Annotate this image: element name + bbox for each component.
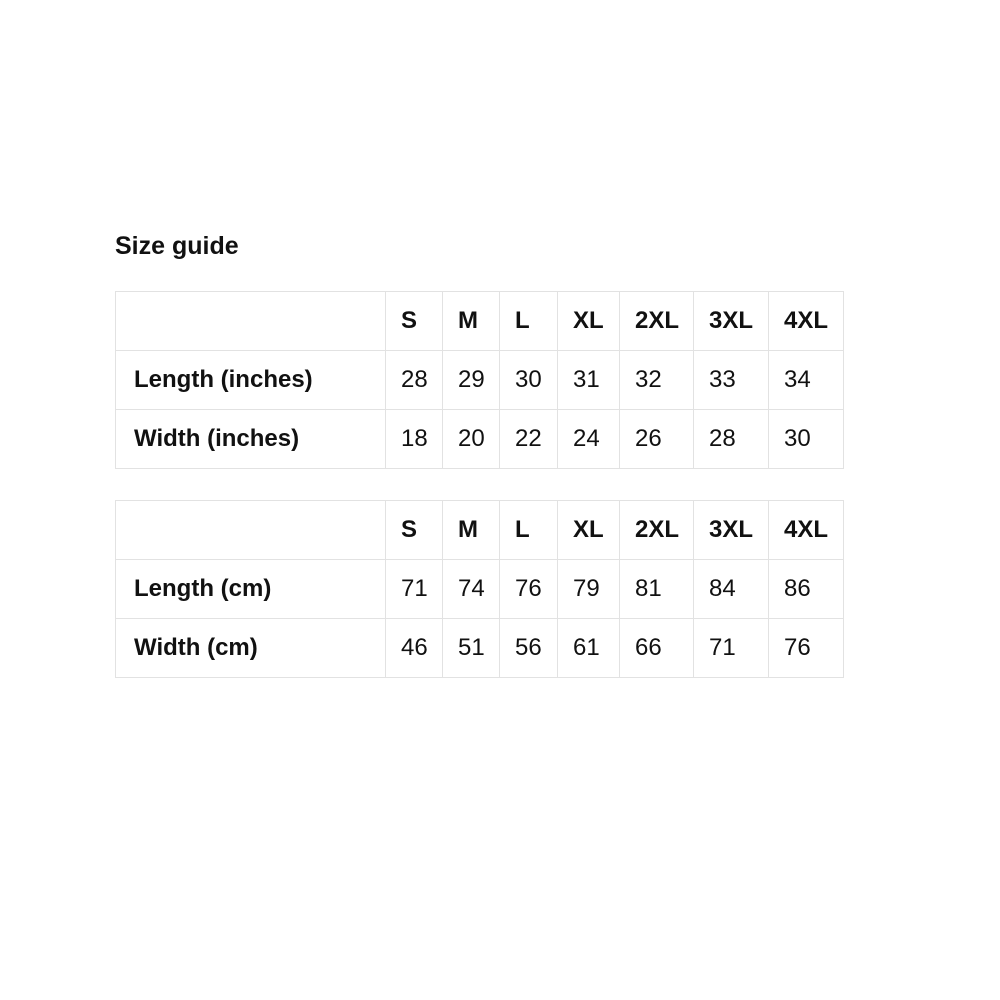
column-header-3xl: 3XL: [693, 291, 769, 351]
column-header-m: M: [442, 500, 500, 560]
size-value-cell: 86: [768, 559, 844, 619]
size-value-cell: 46: [385, 618, 443, 678]
size-value-cell: 76: [499, 559, 558, 619]
column-header-l: L: [499, 500, 558, 560]
table-row: Length (cm) 71 74 76 79 81 84 86: [115, 559, 844, 619]
page-title: Size guide: [115, 232, 239, 260]
size-value-cell: 31: [557, 350, 620, 410]
size-value-cell: 30: [768, 409, 844, 469]
size-value-cell: 20: [442, 409, 500, 469]
column-header-2xl: 2XL: [619, 500, 694, 560]
size-value-cell: 28: [385, 350, 443, 410]
size-guide-section: Size guide S M L XL 2XL 3XL 4XL Length (…: [115, 231, 844, 709]
size-value-cell: 29: [442, 350, 500, 410]
size-value-cell: 18: [385, 409, 443, 469]
size-value-cell: 71: [385, 559, 443, 619]
table-header-row: S M L XL 2XL 3XL 4XL: [115, 500, 844, 560]
empty-header-cell: [115, 500, 386, 560]
size-table-inches: S M L XL 2XL 3XL 4XL Length (inches) 28 …: [115, 291, 844, 469]
size-value-cell: 22: [499, 409, 558, 469]
row-label-length-inches: Length (inches): [115, 350, 386, 410]
size-value-cell: 56: [499, 618, 558, 678]
size-value-cell: 33: [693, 350, 769, 410]
size-value-cell: 51: [442, 618, 500, 678]
table-row: Length (inches) 28 29 30 31 32 33 34: [115, 350, 844, 410]
size-value-cell: 74: [442, 559, 500, 619]
column-header-2xl: 2XL: [619, 291, 694, 351]
column-header-4xl: 4XL: [768, 500, 844, 560]
size-value-cell: 84: [693, 559, 769, 619]
row-label-width-cm: Width (cm): [115, 618, 386, 678]
column-header-s: S: [385, 500, 443, 560]
size-value-cell: 24: [557, 409, 620, 469]
size-value-cell: 76: [768, 618, 844, 678]
column-header-4xl: 4XL: [768, 291, 844, 351]
size-value-cell: 79: [557, 559, 620, 619]
column-header-xl: XL: [557, 291, 620, 351]
row-label-length-cm: Length (cm): [115, 559, 386, 619]
size-value-cell: 30: [499, 350, 558, 410]
size-value-cell: 81: [619, 559, 694, 619]
table-row: Width (inches) 18 20 22 24 26 28 30: [115, 409, 844, 469]
column-header-s: S: [385, 291, 443, 351]
table-header-row: S M L XL 2XL 3XL 4XL: [115, 291, 844, 351]
size-value-cell: 71: [693, 618, 769, 678]
size-table-cm: S M L XL 2XL 3XL 4XL Length (cm) 71 74 7…: [115, 500, 844, 678]
size-value-cell: 26: [619, 409, 694, 469]
row-label-width-inches: Width (inches): [115, 409, 386, 469]
table-row: Width (cm) 46 51 56 61 66 71 76: [115, 618, 844, 678]
size-value-cell: 32: [619, 350, 694, 410]
size-value-cell: 28: [693, 409, 769, 469]
empty-header-cell: [115, 291, 386, 351]
column-header-l: L: [499, 291, 558, 351]
column-header-xl: XL: [557, 500, 620, 560]
size-value-cell: 61: [557, 618, 620, 678]
column-header-m: M: [442, 291, 500, 351]
size-value-cell: 34: [768, 350, 844, 410]
column-header-3xl: 3XL: [693, 500, 769, 560]
size-value-cell: 66: [619, 618, 694, 678]
